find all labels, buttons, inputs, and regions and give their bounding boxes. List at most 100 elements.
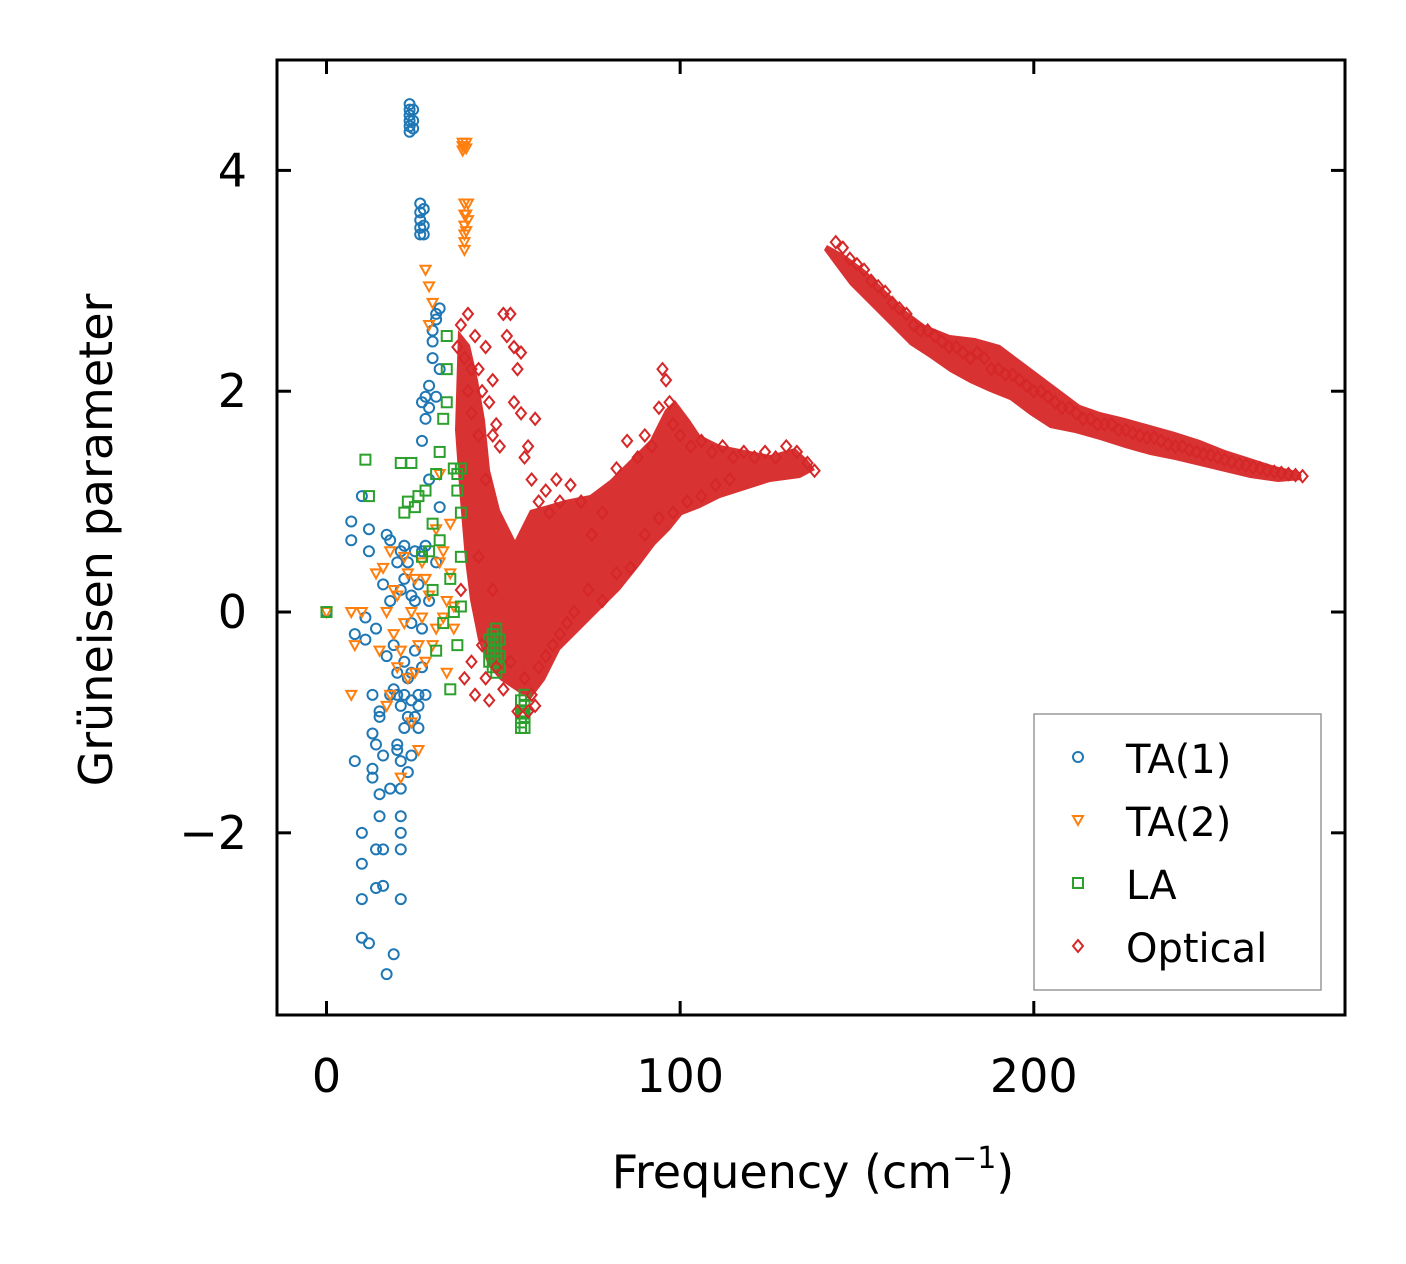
data-point [1161, 436, 1175, 452]
data-point [440, 595, 454, 609]
data-point [663, 394, 676, 410]
data-point [355, 490, 368, 503]
legend-label: TA(1) [1125, 737, 1231, 783]
data-point [411, 745, 426, 758]
series-ta-1 [320, 98, 446, 981]
data-point [497, 681, 510, 697]
data-point [403, 125, 416, 138]
data-point [1041, 389, 1055, 405]
data-point [1211, 449, 1224, 466]
data-point [433, 534, 446, 547]
data-point [401, 568, 415, 581]
data-point [422, 281, 436, 294]
data-point [387, 629, 401, 642]
data-point [418, 573, 433, 586]
data-point [390, 590, 404, 603]
legend-entry: Optical [1071, 926, 1267, 972]
data-point [992, 361, 1005, 377]
data-point [977, 350, 991, 366]
plot-area-frame [275, 58, 1347, 1017]
data-point [479, 471, 492, 488]
data-point [836, 240, 850, 256]
data-point [695, 488, 708, 504]
data-point [550, 471, 563, 488]
data-point [417, 203, 430, 216]
data-point [397, 551, 412, 564]
data-point [1289, 467, 1302, 483]
data-point [956, 345, 970, 361]
data-point [631, 449, 645, 466]
data-point [489, 416, 503, 432]
data-point [504, 306, 517, 322]
data-point [366, 771, 379, 784]
data-point [935, 333, 949, 350]
data-point [790, 444, 804, 460]
data-point [425, 297, 440, 310]
data-point [458, 350, 471, 366]
data-point [737, 444, 751, 460]
data-point [518, 721, 531, 734]
legend-label: TA(2) [1125, 800, 1231, 846]
data-point [949, 339, 963, 355]
data-point [457, 220, 472, 233]
data-point [871, 278, 885, 294]
data-point [472, 549, 485, 565]
data-point [362, 937, 375, 950]
data-point [433, 501, 446, 514]
data-point [412, 699, 425, 712]
data-point [684, 438, 698, 454]
data-point [546, 637, 560, 653]
data-point [426, 583, 439, 596]
series-optical [451, 234, 1309, 719]
data-point [518, 449, 531, 466]
optical-cloud-high-branch [824, 245, 1302, 482]
data-point [415, 612, 429, 625]
data-point [709, 477, 722, 493]
data-point [970, 345, 984, 361]
data-point [440, 330, 453, 343]
data-point [1133, 427, 1147, 443]
data-point [652, 400, 666, 416]
data-point [418, 656, 433, 669]
data-point [1020, 378, 1034, 394]
data-point [801, 455, 814, 471]
data-point [1197, 446, 1210, 462]
data-point [398, 721, 411, 734]
data-point [532, 659, 545, 675]
data-point [553, 494, 567, 510]
data-point [479, 670, 492, 686]
data-point [1267, 464, 1281, 480]
data-point [475, 383, 489, 399]
data-point [514, 345, 528, 361]
data-point [521, 703, 535, 719]
x-tick-label: 0 [312, 1049, 341, 1103]
data-point [419, 484, 432, 497]
data-point [359, 453, 372, 466]
legend-label: LA [1126, 863, 1177, 909]
data-point [886, 295, 899, 311]
data-point [850, 256, 864, 272]
y-tick-label: 4 [218, 143, 247, 197]
data-point [355, 607, 369, 620]
data-point [394, 782, 407, 795]
data-point [461, 306, 475, 322]
data-point [418, 264, 433, 277]
data-point [518, 670, 531, 686]
data-point [437, 617, 450, 630]
data-point [472, 361, 485, 377]
data-point [426, 335, 439, 348]
data-point [829, 234, 843, 250]
data-point [459, 143, 473, 156]
data-point [391, 744, 404, 757]
data-point [433, 445, 446, 458]
data-point [1204, 447, 1217, 463]
data-point [459, 226, 473, 239]
data-point [426, 517, 439, 530]
data-point [432, 557, 447, 570]
data-point [656, 361, 669, 377]
data-point [451, 639, 464, 652]
data-point [401, 766, 414, 779]
data-point [366, 727, 379, 740]
data-point [394, 699, 407, 712]
data-point [362, 523, 375, 536]
